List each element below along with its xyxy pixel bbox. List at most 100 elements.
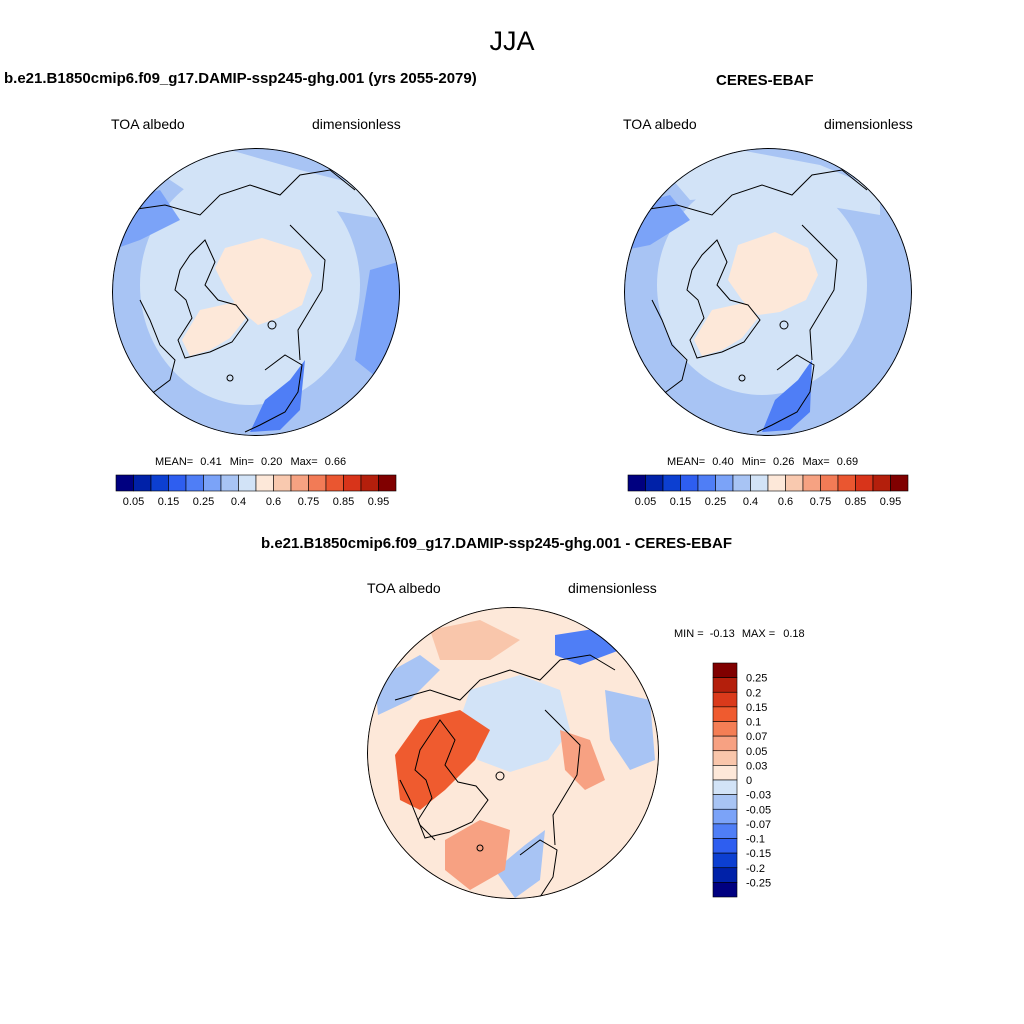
obs-colorbar-swatch — [872, 474, 891, 492]
obs-colorbar-swatch — [750, 474, 769, 492]
diff-colorbar-tick-label: -0.03 — [746, 790, 771, 802]
model-stats: MEAN= 0.41 Min= 0.20 Max= 0.66 — [155, 456, 346, 468]
diff-pacific-negative — [375, 655, 440, 715]
model-colorbar-swatch — [308, 474, 327, 492]
obs-colorbar-swatch — [820, 474, 839, 492]
diff-stats: MIN = -0.13 MAX = 0.18 — [674, 628, 805, 640]
diff-eurasia-positive — [560, 730, 605, 790]
model-colorbar-swatch — [378, 474, 397, 492]
model-colorbar-swatch — [343, 474, 362, 492]
diff-colorbar-swatch — [712, 867, 738, 883]
model-max-label: Max= — [290, 456, 318, 468]
diff-colorbar-swatch — [712, 662, 738, 678]
diff-siberia-positive — [445, 820, 510, 890]
model-greenland — [182, 302, 246, 356]
diff-min-value: -0.13 — [709, 628, 735, 640]
obs-min-label: Min= — [741, 456, 766, 468]
obs-units-label: dimensionless — [824, 116, 913, 132]
obs-colorbar-swatch — [662, 474, 681, 492]
diff-colorbar: 0.25 0.2 0.15 0.1 0.07 0.05 0.03 0 -0.03 -0.05 -0.… — [712, 662, 771, 898]
model-coastlines — [129, 169, 356, 433]
obs-colorbar-tick-label: 0.95 — [880, 496, 901, 508]
diff-colorbar-swatch — [712, 779, 738, 795]
model-scandinavia-low-region — [250, 360, 305, 432]
model-colorbar-swatch — [220, 474, 239, 492]
diff-colorbar-swatch — [712, 735, 738, 752]
diff-colorbar-swatch — [712, 765, 738, 781]
obs-colorbar-swatch — [802, 474, 821, 492]
model-colorbar: 0.05 0.15 0.25 0.4 0.6 0.75 0.85 0.95 — [115, 474, 397, 508]
model-colorbar-swatch — [150, 474, 169, 492]
diff-colorbar-swatch — [712, 852, 738, 869]
diff-colorbar-tick-label: -0.07 — [746, 819, 771, 831]
diff-colorbar-tick-label: -0.2 — [746, 863, 765, 875]
obs-pacific-cloud-band — [660, 150, 880, 215]
obs-colorbar-swatch — [715, 474, 734, 492]
model-colorbar-swatch — [255, 474, 274, 492]
obs-panel-title: CERES-EBAF — [716, 72, 814, 89]
obs-colorbar-swatch — [732, 474, 751, 492]
obs-colorbar-swatch — [767, 474, 786, 492]
model-panel-title: b.e21.B1850cmip6.f09_g17.DAMIP-ssp245-gh… — [4, 70, 477, 87]
obs-colorbar-swatch — [680, 474, 699, 492]
model-colorbar-tick-label: 0.05 — [123, 496, 144, 508]
obs-colorbar-tick-label: 0.05 — [635, 496, 656, 508]
model-colorbar-swatch — [360, 474, 379, 492]
obs-stats: MEAN= 0.40 Min= 0.26 Max= 0.69 — [667, 456, 858, 468]
obs-colorbar: 0.05 0.15 0.25 0.4 0.6 0.75 0.85 0.95 — [627, 474, 909, 508]
diff-colorbar-swatch — [712, 691, 738, 708]
obs-mean-value: 0.40 — [712, 456, 734, 468]
diff-canada-positive — [395, 710, 490, 810]
model-colorbar-swatch — [238, 474, 257, 492]
diff-arctic-negative — [458, 675, 570, 772]
diff-colorbar-swatch — [712, 808, 738, 825]
obs-colorbar-swatch — [627, 474, 646, 492]
diff-colorbar-swatch — [712, 838, 738, 854]
diff-panel-title: b.e21.B1850cmip6.f09_g17.DAMIP-ssp245-gh… — [261, 535, 732, 552]
diff-colorbar-tick-label: 0.15 — [746, 702, 767, 714]
diff-colorbar-swatch — [712, 706, 738, 722]
model-map-border — [112, 148, 400, 436]
diff-max-value: 0.18 — [783, 628, 805, 640]
diff-colorbar-tick-label: -0.05 — [746, 804, 771, 816]
model-mean-label: MEAN= — [155, 456, 194, 468]
obs-colorbar-swatch — [645, 474, 664, 492]
diff-min-label: MIN = — [674, 628, 704, 640]
model-min-label: Min= — [229, 456, 254, 468]
model-colorbar-tick-label: 0.15 — [158, 496, 179, 508]
model-colorbar-swatch — [325, 474, 344, 492]
diff-units-label: dimensionless — [568, 580, 657, 596]
diff-colorbar-tick-label: -0.25 — [746, 877, 771, 889]
diff-colorbar-tick-label: 0.2 — [746, 687, 761, 699]
diff-colorbar-tick-label: 0.03 — [746, 760, 767, 772]
diff-colorbar-tick-label: -0.1 — [746, 834, 765, 846]
obs-colorbar-tick-label: 0.85 — [845, 496, 866, 508]
diff-colorbar-swatch — [712, 882, 738, 898]
diff-atlantic-negative — [605, 690, 655, 770]
obs-min-value: 0.26 — [772, 456, 795, 468]
model-sea-ice — [215, 238, 312, 325]
diff-polar-map — [367, 607, 659, 899]
model-colorbar-swatch — [203, 474, 222, 492]
obs-colorbar-tick-label: 0.75 — [810, 496, 831, 508]
model-min-value: 0.20 — [260, 456, 283, 468]
diff-colorbar-swatch — [712, 794, 738, 810]
model-colorbar-swatch — [290, 474, 309, 492]
diff-colorbar-tick-label: 0.05 — [746, 746, 767, 758]
model-colorbar-tick-label: 0.75 — [298, 496, 319, 508]
model-colorbar-swatch — [273, 474, 292, 492]
diff-colorbar-swatch — [712, 721, 738, 737]
diff-colorbar-swatch — [712, 750, 738, 766]
obs-colorbar-swatch — [785, 474, 804, 492]
model-max-value: 0.66 — [324, 456, 347, 468]
obs-colorbar-tick-label: 0.4 — [743, 496, 758, 508]
diff-pacific-positive — [430, 620, 520, 660]
diff-colorbar-tick-label: -0.15 — [746, 848, 771, 860]
model-colorbar-tick-label: 0.4 — [231, 496, 246, 508]
diff-colorbar-swatch — [712, 677, 738, 693]
model-colorbar-swatch — [133, 474, 152, 492]
obs-map-border — [624, 148, 912, 436]
obs-variable-label: TOA albedo — [623, 116, 697, 132]
diff-colorbar-tick-label: 0.25 — [746, 673, 767, 685]
model-colorbar-tick-label: 0.25 — [193, 496, 214, 508]
